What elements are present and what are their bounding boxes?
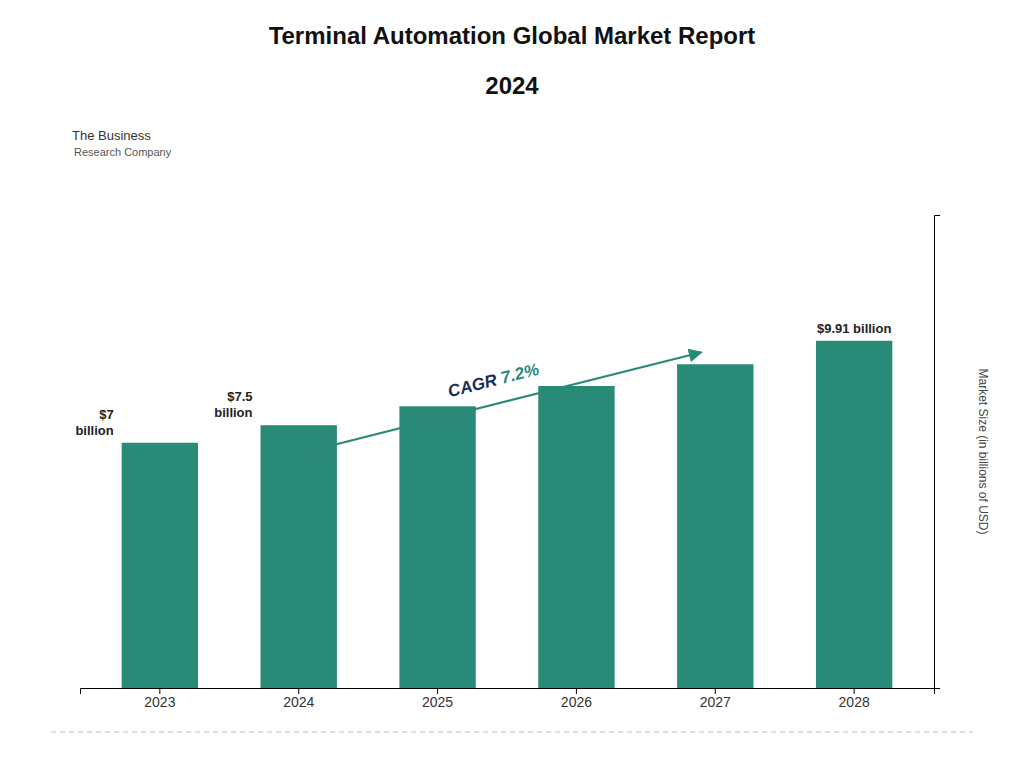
y-axis-title: Market Size (in billions of USD) (976, 368, 990, 534)
x-axis-line (81, 689, 935, 695)
title: Terminal Automation Global Market Report… (269, 22, 756, 99)
value-label: $7.5billion (214, 389, 252, 420)
x-tick: 2024 (283, 688, 314, 710)
bar (538, 386, 614, 688)
x-tick-label: 2025 (422, 694, 453, 710)
cagr-arrow (313, 352, 702, 450)
bar (816, 341, 892, 688)
x-tick: 2026 (561, 688, 592, 710)
x-tick-label: 2023 (144, 694, 175, 710)
divider (51, 732, 973, 733)
plot: 2023 2024 2025 2026 2027 2028 $7billion $7.5bil… (75, 216, 940, 710)
bar (399, 406, 475, 688)
logo-text: Research Company (74, 146, 172, 158)
bar (261, 425, 337, 688)
x-tick: 2028 (839, 688, 870, 710)
x-tick-label: 2026 (561, 694, 592, 710)
annotations: CAGR 7.2% (313, 352, 702, 450)
x-tick-label: 2024 (283, 694, 314, 710)
value-labels: $7billion $7.5billion $9.91 billion (75, 321, 891, 438)
y-axis-line (935, 216, 941, 689)
value-label: $7billion (75, 407, 113, 438)
logo-text: The Business (72, 128, 151, 143)
bars (122, 341, 893, 688)
cagr-text: CAGR (446, 369, 504, 401)
x-tick: 2023 (144, 688, 175, 710)
x-tick-label: 2027 (700, 694, 731, 710)
x-tick: 2027 (700, 688, 731, 710)
cagr-text: 7.2% (499, 360, 541, 388)
y-axis (935, 216, 941, 689)
chart: 2023 2024 2025 2026 2027 2028 $7billion $7.5bil… (0, 0, 1024, 768)
value-label: $9.91 billion (817, 321, 891, 336)
x-tick-label: 2028 (839, 694, 870, 710)
bar (122, 443, 198, 688)
x-axis: 2023 2024 2025 2026 2027 2028 (81, 688, 935, 710)
bar (677, 364, 753, 688)
x-tick: 2025 (422, 688, 453, 710)
